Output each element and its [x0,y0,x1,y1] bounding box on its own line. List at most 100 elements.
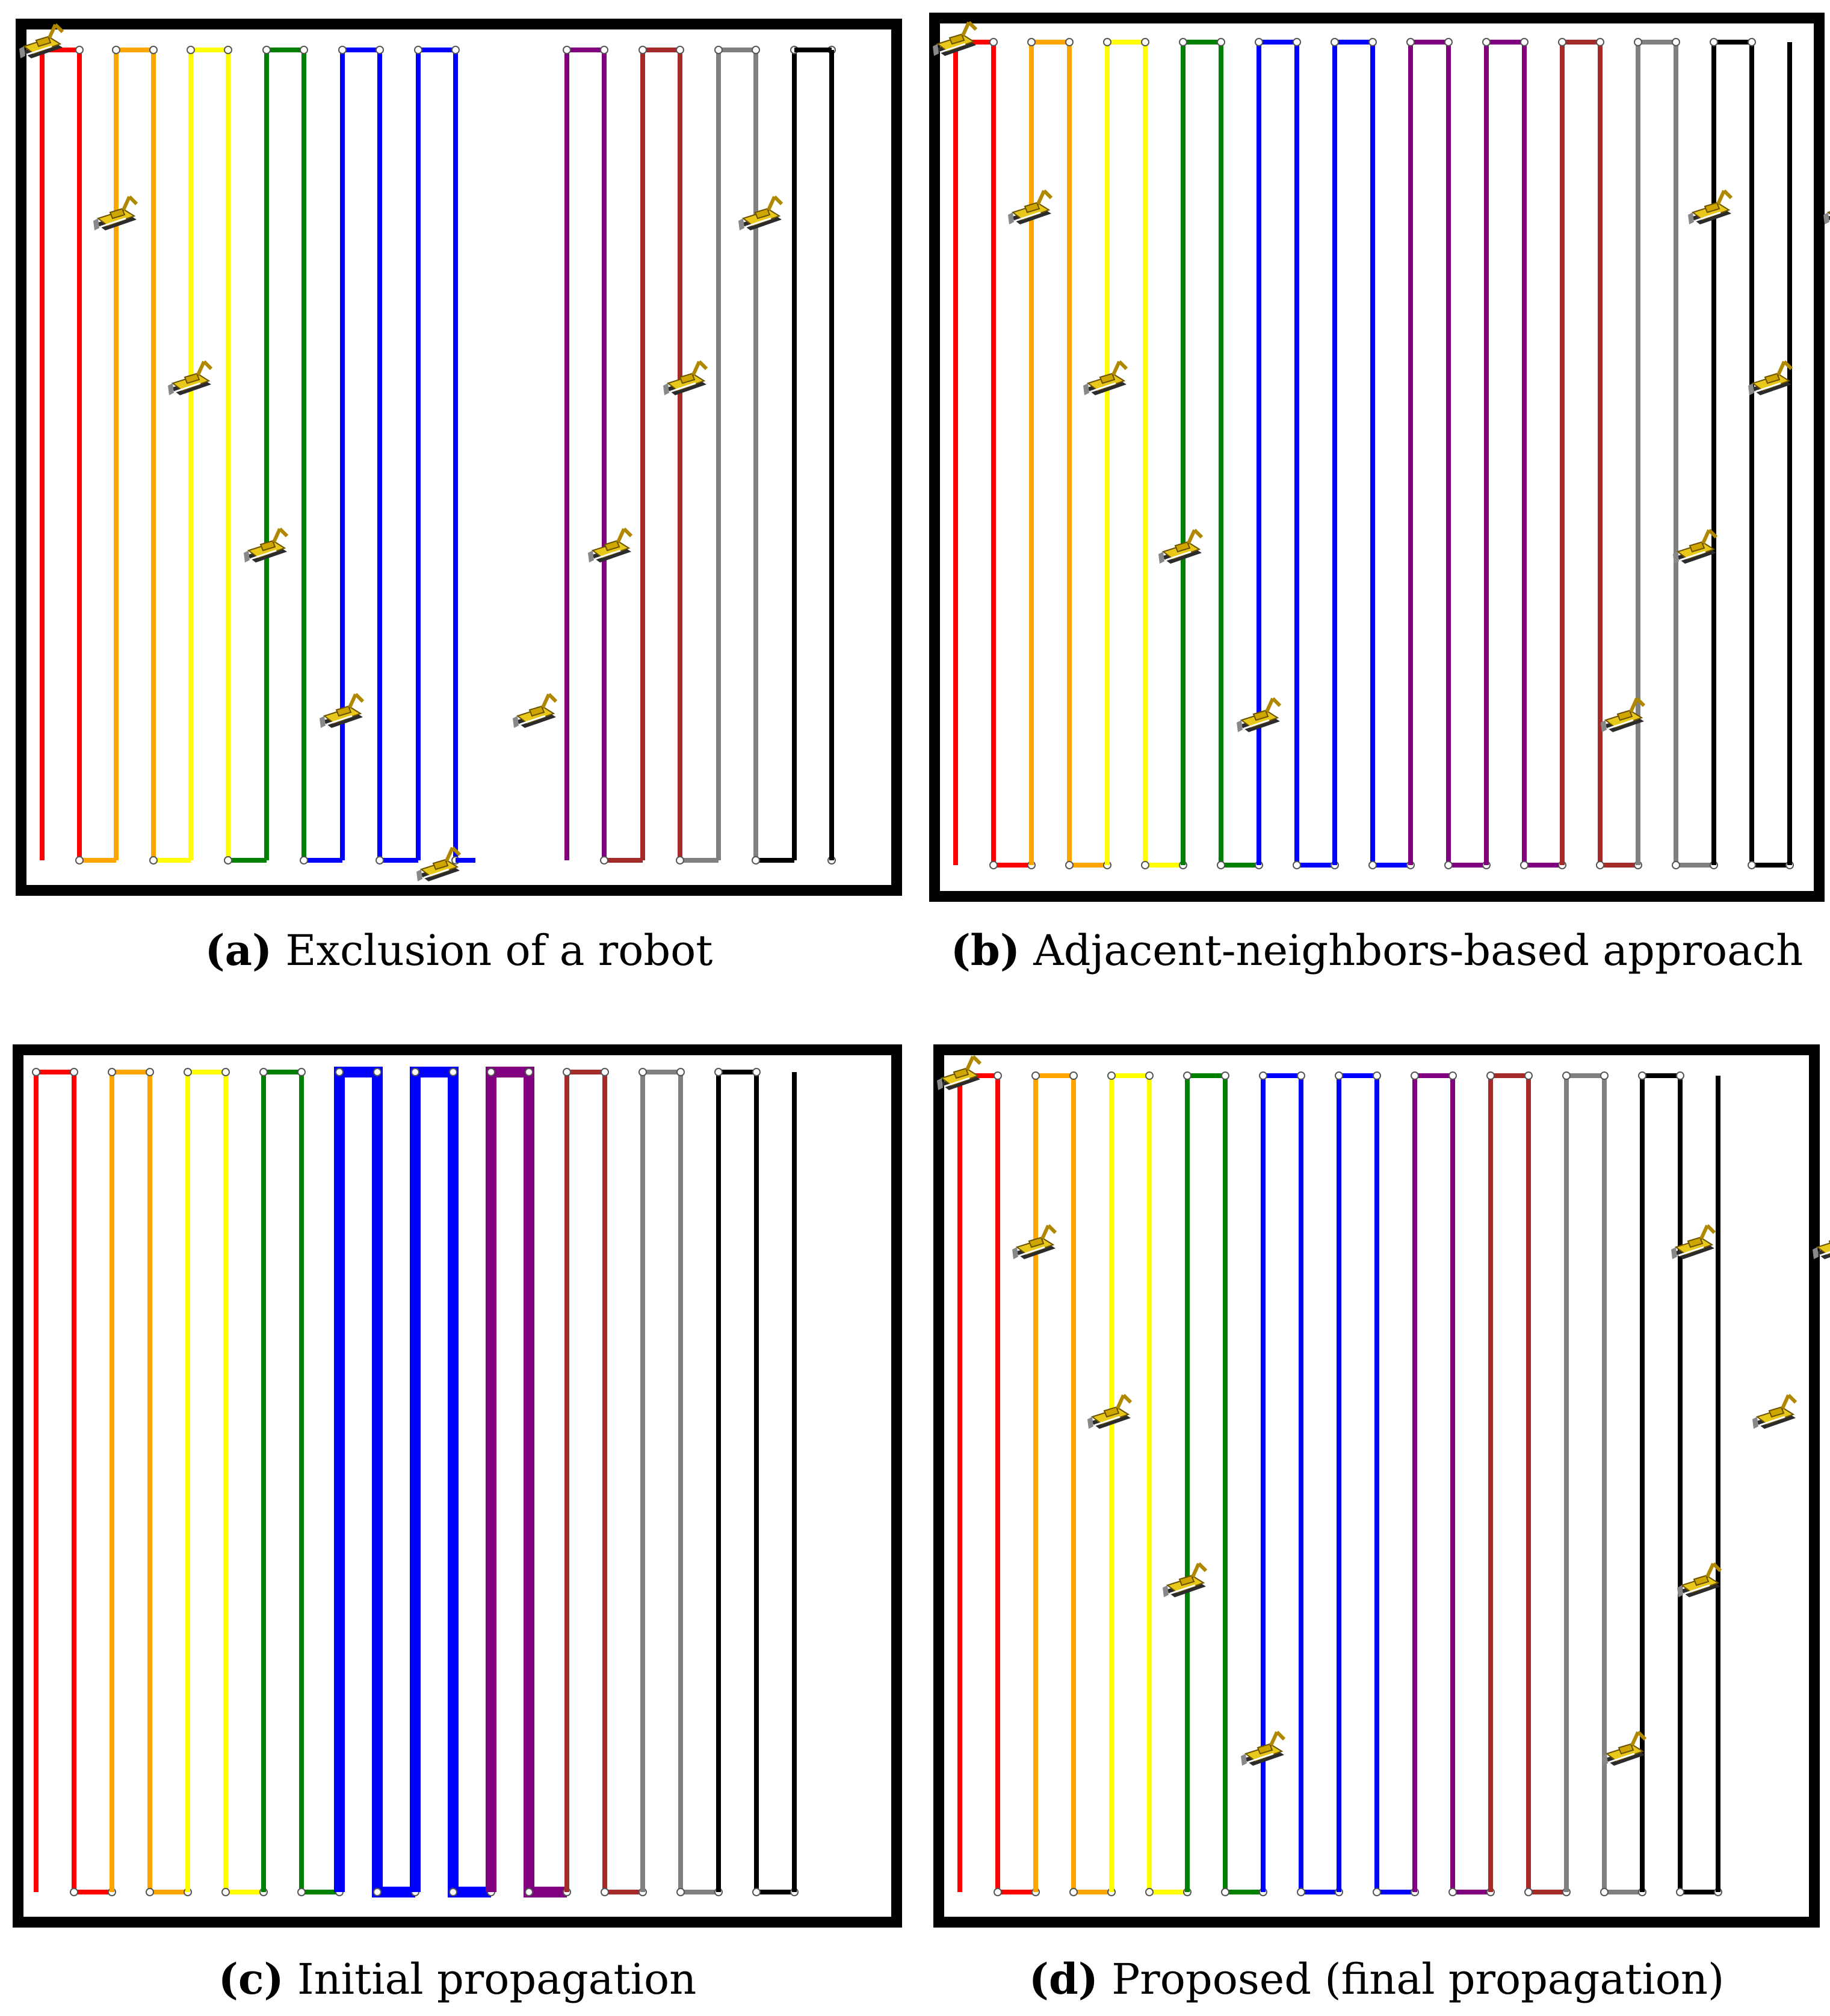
waypoint-dot-icon [487,1068,495,1076]
waypoint-dot-icon [1672,38,1680,46]
waypoint-dot-icon [994,1888,1002,1896]
waypoint-dot-icon [1259,1071,1267,1080]
waypoint-dot-icon [1676,1071,1684,1080]
waypoint-dot-icon [1524,1071,1533,1080]
waypoint-dot-icon [525,1068,533,1076]
robot-bulldozer-icon [513,694,556,728]
robot-bulldozer-icon [663,362,706,395]
waypoint-dot-icon [146,1888,154,1896]
waypoint-dot-icon [376,856,384,865]
panel-c-caption: (c) Initial propagation [15,1946,900,2012]
waypoint-dot-icon [1217,861,1225,869]
waypoint-dot-icon [1297,1071,1305,1080]
waypoint-dot-icon [1179,38,1187,46]
coverage-lane [410,1067,495,1897]
panel-a-caption-text: Exclusion of a robot [285,926,713,975]
panel-b-boundary [929,13,1825,902]
waypoint-dot-icon [1444,861,1453,869]
waypoint-dot-icon [149,856,158,865]
waypoint-dot-icon [373,1068,382,1076]
waypoint-dot-icon [676,46,684,54]
robot-bulldozer-icon [588,529,631,563]
waypoint-dot-icon [1103,38,1111,46]
waypoint-dot-icon [335,1068,344,1076]
waypoint-dot-icon [563,1068,571,1076]
coverage-lane [259,1068,344,1896]
waypoint-dot-icon [1448,1888,1457,1896]
waypoint-dot-icon [1520,861,1529,869]
coverage-lane [1335,1071,1419,1896]
waypoint-dot-icon [187,46,195,54]
waypoint-dot-icon [262,46,271,54]
coverage-lane [1558,38,1642,869]
coverage-lane [108,1068,192,1896]
panel-c-coverage-paths [32,1067,799,1897]
coverage-lane [187,46,267,865]
waypoint-dot-icon [563,46,571,54]
coverage-lane [563,1068,647,1896]
waypoint-dot-icon [1676,1888,1684,1896]
coverage-lane [1103,38,1187,869]
panel-d [933,1044,1830,1928]
panel-a-boundary [16,19,902,896]
waypoint-dot-icon [638,46,647,54]
coverage-lane [956,1071,1040,1896]
waypoint-dot-icon [638,1068,647,1076]
coverage-lane [1027,38,1111,869]
coverage-lane [486,1067,571,1897]
waypoint-dot-icon [1031,1071,1040,1080]
waypoint-dot-icon [373,1888,382,1896]
coverage-lane [1255,38,1339,869]
waypoint-dot-icon [1217,38,1225,46]
waypoint-dot-icon [1596,38,1604,46]
robot-bulldozer-icon [1671,1225,1714,1259]
panel-d-boundary [933,1044,1820,1928]
waypoint-dot-icon [1107,1071,1116,1080]
waypoint-dot-icon [676,856,684,865]
panel-a-caption-letter: (a) [205,925,273,975]
waypoint-dot-icon [1406,38,1415,46]
waypoint-dot-icon [1297,1888,1305,1896]
waypoint-dot-icon [752,46,760,54]
waypoint-dot-icon [112,46,120,54]
waypoint-dot-icon [1293,861,1301,869]
waypoint-dot-icon [1672,861,1680,869]
waypoint-dot-icon [70,1068,78,1076]
waypoint-dot-icon [338,46,347,54]
coverage-lane [1562,1071,1646,1896]
panel-b-caption-letter: (b) [950,925,1020,975]
coverage-lane [262,46,342,865]
waypoint-dot-icon [1600,1071,1609,1080]
coverage-lane [1107,1071,1192,1896]
robot-bulldozer-icon [1748,362,1791,395]
waypoint-dot-icon [149,46,158,54]
waypoint-dot-icon [75,46,84,54]
coverage-lane [1031,1071,1116,1896]
robot-bulldozer-icon [1752,1395,1796,1429]
waypoint-dot-icon [451,46,460,54]
coverage-lane [1634,38,1718,869]
waypoint-dot-icon [449,1888,457,1896]
waypoint-dot-icon [1638,1071,1646,1080]
coverage-lane [714,1068,799,1896]
panel-b-coverage-paths [951,38,1794,869]
robot-bulldozer-icon [1158,530,1202,564]
waypoint-dot-icon [752,1888,761,1896]
waypoint-dot-icon [1141,38,1149,46]
coverage-lane [563,46,643,865]
waypoint-dot-icon [752,1068,761,1076]
coverage-lane [184,1068,268,1896]
waypoint-dot-icon [1520,38,1529,46]
waypoint-dot-icon [1027,38,1036,46]
waypoint-dot-icon [1335,1071,1343,1080]
coverage-lane [338,46,418,865]
waypoint-dot-icon [146,1068,154,1076]
coverage-lane [1486,1071,1571,1896]
waypoint-dot-icon [525,1888,533,1896]
coverage-lane [38,46,116,865]
waypoint-dot-icon [1368,861,1377,869]
robot-bulldozer-icon [1673,530,1716,564]
coverage-lane [1411,1071,1495,1896]
panel-c-caption-letter: (c) [218,1954,284,2004]
